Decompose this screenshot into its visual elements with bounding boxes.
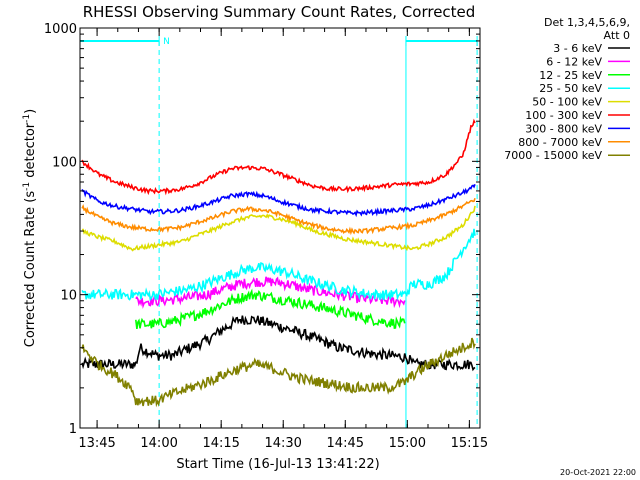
y-tick-label: 100: [52, 155, 77, 170]
x-tick-label: 14:45: [327, 436, 364, 451]
x-axis-label: Start Time (16-Jul-13 13:41:22): [176, 457, 379, 472]
series-line-1: [135, 276, 406, 309]
y-label-end: ): [23, 109, 38, 114]
x-tick-label: 13:45: [78, 436, 115, 451]
series-line-2: [135, 288, 406, 330]
x-tick-label: 14:00: [140, 436, 177, 451]
y-axis: 1 10 100 1000: [44, 22, 480, 437]
y-tick-label: 10: [60, 289, 77, 304]
x-axis: 13:45 14:00 14:15 14:30 14:45 15:00 15:15: [78, 28, 488, 451]
legend-label: 100 - 300 keV: [525, 109, 602, 122]
legend-label: 7000 - 15000 keV: [504, 149, 602, 162]
x-tick-label: 14:30: [264, 436, 301, 451]
series-lines: [81, 118, 476, 408]
x-tick-label: 15:00: [389, 436, 426, 451]
legend-header-line-2: Att 0: [604, 29, 630, 42]
series-line-7: [81, 197, 476, 236]
series-line-3: [81, 228, 476, 302]
series-line-0: [81, 315, 476, 372]
footer-date: 20-Oct-2021 22:00: [560, 468, 636, 477]
y-label-sup-1: -1: [22, 182, 32, 191]
y-label-sup-2: -1: [22, 114, 32, 123]
series-line-5: [81, 118, 476, 196]
legend-label: 50 - 100 keV: [532, 96, 602, 109]
x-tick-label: 15:15: [451, 436, 488, 451]
attenuator-annotations: N: [80, 36, 478, 428]
legend-label: 6 - 12 keV: [546, 55, 602, 68]
y-axis-label: Corrected Count Rate (s-1 detector-1): [22, 109, 38, 347]
legend-label: 25 - 50 keV: [539, 82, 602, 95]
plot-area: N: [79, 27, 481, 429]
legend-header-line-1: Det 1,3,4,5,6,9,: [544, 16, 630, 29]
y-label-mid: detector: [23, 122, 38, 182]
y-tick-label: 1000: [44, 22, 77, 37]
series-line-4: [81, 205, 476, 252]
attenuator-label: N: [163, 37, 170, 47]
legend-label: 3 - 6 keV: [553, 42, 602, 55]
legend-label: 800 - 7000 keV: [518, 136, 602, 149]
chart-title: RHESSI Observing Summary Count Rates, Co…: [83, 3, 476, 21]
legend-label: 300 - 800 keV: [525, 122, 602, 135]
series-line-8: [81, 337, 476, 408]
y-tick-label: 1: [69, 422, 77, 437]
legend-label: 12 - 25 keV: [539, 69, 602, 82]
x-tick-label: 14:15: [202, 436, 239, 451]
plot-frame: [79, 27, 481, 429]
y-label-main: Corrected Count Rate (s: [23, 191, 38, 348]
series-line-6: [81, 184, 476, 218]
